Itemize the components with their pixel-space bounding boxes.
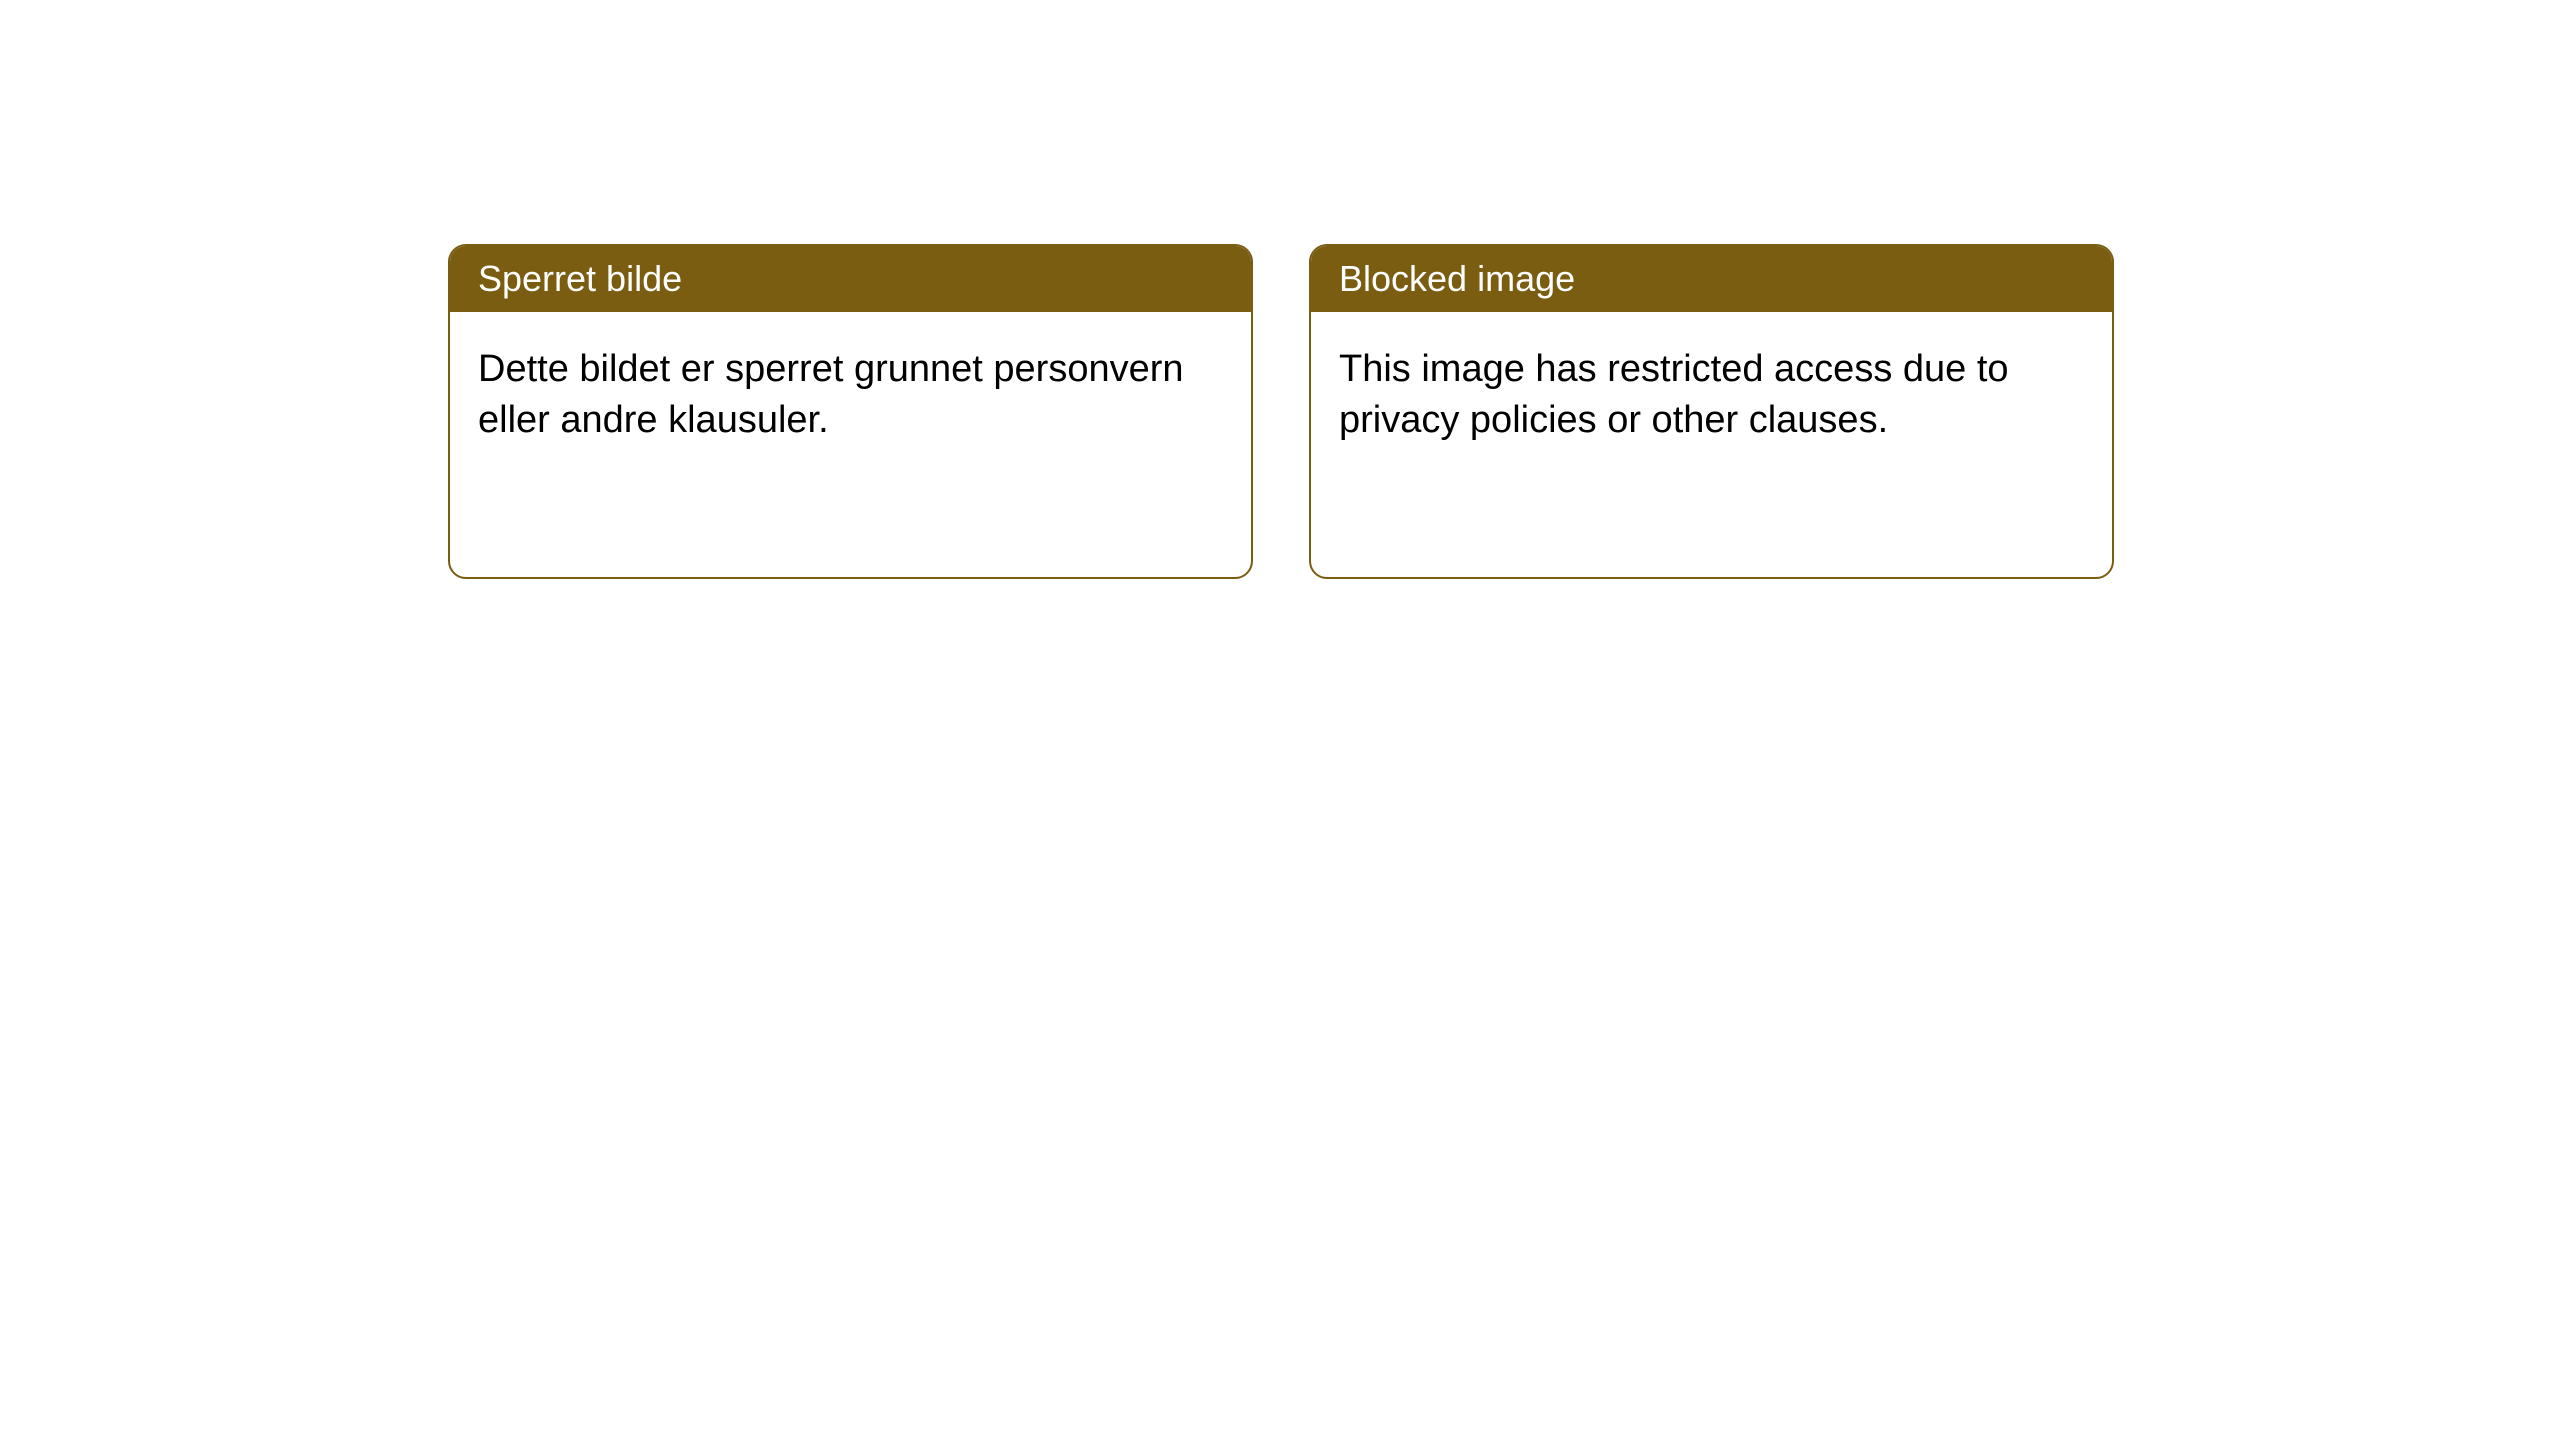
notice-card-english: Blocked image This image has restricted … bbox=[1309, 244, 2114, 579]
notice-message: This image has restricted access due to … bbox=[1339, 348, 2009, 441]
notice-container: Sperret bilde Dette bildet er sperret gr… bbox=[0, 0, 2560, 579]
notice-title: Sperret bilde bbox=[478, 258, 682, 299]
notice-card-norwegian: Sperret bilde Dette bildet er sperret gr… bbox=[448, 244, 1253, 579]
notice-body: Dette bildet er sperret grunnet personve… bbox=[450, 312, 1251, 479]
notice-header: Sperret bilde bbox=[450, 246, 1251, 312]
notice-message: Dette bildet er sperret grunnet personve… bbox=[478, 348, 1184, 441]
notice-title: Blocked image bbox=[1339, 258, 1575, 299]
notice-header: Blocked image bbox=[1311, 246, 2112, 312]
notice-body: This image has restricted access due to … bbox=[1311, 312, 2112, 479]
